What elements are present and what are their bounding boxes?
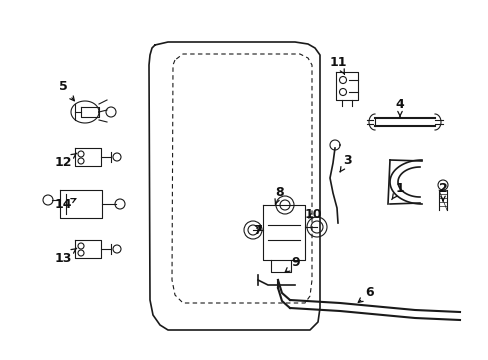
- Text: 4: 4: [395, 99, 404, 117]
- Text: 12: 12: [54, 153, 77, 170]
- Text: 7: 7: [253, 224, 262, 237]
- Text: 1: 1: [391, 181, 404, 199]
- Text: 13: 13: [54, 248, 77, 265]
- Text: 11: 11: [328, 55, 346, 74]
- Text: 3: 3: [340, 153, 351, 172]
- Text: 6: 6: [358, 287, 373, 302]
- Text: 10: 10: [304, 208, 321, 221]
- Text: 8: 8: [274, 185, 284, 204]
- Text: 14: 14: [54, 198, 76, 211]
- Text: 5: 5: [59, 81, 74, 101]
- Text: 9: 9: [285, 256, 300, 272]
- Text: 2: 2: [438, 181, 447, 201]
